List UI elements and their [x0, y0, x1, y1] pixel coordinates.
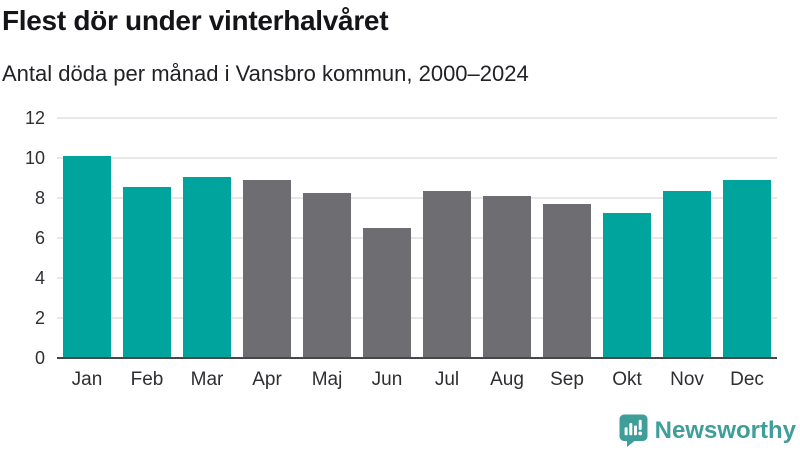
bar-feb	[123, 187, 171, 358]
x-label-jul: Jul	[434, 369, 460, 390]
y-tick-label-2: 2	[34, 308, 45, 328]
bar-slot-aug	[477, 196, 537, 358]
bar-slot-apr	[237, 180, 297, 358]
bar-aug	[483, 196, 531, 358]
y-tick-label-6: 6	[34, 228, 45, 248]
bar-slot-maj	[297, 193, 357, 358]
y-tick-label-4: 4	[34, 268, 45, 288]
gridline-y-8	[57, 197, 777, 199]
gridline-y-6	[57, 237, 777, 239]
gridline-y-2	[57, 317, 777, 319]
bar-jun	[363, 228, 411, 358]
bar-slot-jun	[357, 228, 417, 358]
chart-subtitle: Antal döda per månad i Vansbro kommun, 2…	[2, 61, 529, 86]
y-tick-label-0: 0	[34, 348, 45, 368]
newsworthy-logo-text: Newsworthy	[654, 416, 796, 444]
bar-chart: 0 2 4 6 8 10 12 Jan Feb Mar Apr Maj Jun Jul Aug Sep Okt…	[25, 108, 777, 391]
bar-nov	[663, 191, 711, 358]
x-label-apr: Apr	[252, 369, 282, 390]
bar-mar	[183, 177, 231, 358]
gridline-y-4	[57, 277, 777, 279]
bar-okt	[603, 213, 651, 358]
x-label-sep: Sep	[550, 369, 584, 390]
plot-area: 0 2 4 6 8 10 12	[25, 108, 777, 368]
x-label-jan: Jan	[71, 369, 103, 390]
x-label-feb: Feb	[130, 369, 164, 390]
bar-slot-jan	[57, 156, 117, 358]
y-tick-label-10: 10	[24, 148, 45, 168]
x-label-aug: Aug	[490, 369, 524, 390]
bar-sep	[543, 204, 591, 358]
bar-slot-dec	[717, 180, 777, 358]
x-label-jun: Jun	[371, 369, 403, 390]
bar-slot-sep	[537, 204, 597, 358]
x-label-mar: Mar	[190, 369, 224, 390]
x-label-okt: Okt	[612, 369, 642, 390]
bar-maj	[303, 193, 351, 358]
y-tick-label-12: 12	[24, 108, 45, 128]
bar-slot-jul	[417, 191, 477, 358]
chart-title: Flest dör under vinterhalvåret	[2, 5, 389, 36]
x-axis-labels: Jan Feb Mar Apr Maj Jun Jul Aug Sep Okt Nov Dec	[57, 369, 777, 391]
newsworthy-logo-icon	[619, 414, 648, 447]
bar-slot-nov	[657, 191, 717, 358]
x-label-nov: Nov	[670, 369, 704, 390]
gridline-y-10	[57, 157, 777, 159]
bar-apr	[243, 180, 291, 358]
y-tick-label-8: 8	[34, 188, 45, 208]
newsworthy-logo[interactable]: Newsworthy	[619, 414, 796, 447]
bar-jan	[63, 156, 111, 358]
bars-row	[57, 118, 777, 358]
bar-slot-okt	[597, 213, 657, 358]
gridline-y-12	[57, 117, 777, 119]
bar-dec	[723, 180, 771, 358]
x-label-maj: Maj	[311, 369, 343, 390]
bar-slot-mar	[177, 177, 237, 358]
x-label-dec: Dec	[730, 369, 764, 390]
bar-slot-feb	[117, 187, 177, 358]
bar-jul	[423, 191, 471, 358]
x-axis-line	[57, 357, 777, 359]
